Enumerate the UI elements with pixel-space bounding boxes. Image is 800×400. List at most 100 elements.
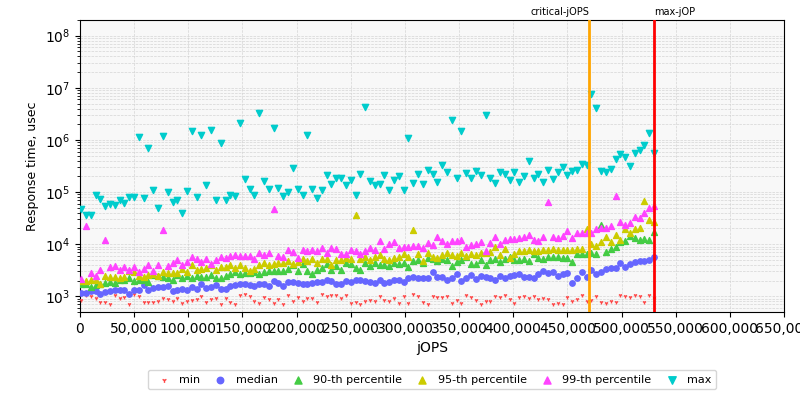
- max: [494, 169, 506, 175]
- 90-th percentile: [585, 250, 598, 256]
- 99-th percentile: [330, 246, 342, 252]
- 99-th percentile: [138, 266, 150, 272]
- 90-th percentile: [123, 275, 136, 282]
- 99-th percentile: [272, 252, 285, 259]
- 90-th percentile: [402, 264, 415, 270]
- 95-th percentile: [166, 270, 179, 276]
- 90-th percentile: [79, 281, 92, 288]
- 90-th percentile: [89, 282, 102, 289]
- min: [133, 292, 146, 299]
- 90-th percentile: [378, 262, 391, 268]
- 99-th percentile: [446, 238, 458, 245]
- 99-th percentile: [494, 240, 506, 247]
- 95-th percentile: [334, 257, 347, 263]
- median: [229, 282, 242, 288]
- median: [354, 277, 366, 284]
- max: [522, 158, 535, 165]
- max: [248, 192, 261, 198]
- 90-th percentile: [128, 278, 141, 284]
- 99-th percentile: [508, 236, 521, 242]
- median: [470, 275, 482, 282]
- median: [393, 276, 406, 283]
- median: [388, 276, 401, 283]
- min: [190, 296, 203, 302]
- 90-th percentile: [648, 229, 661, 236]
- 95-th percentile: [590, 242, 602, 249]
- 99-th percentile: [398, 244, 410, 251]
- min: [152, 298, 165, 304]
- 90-th percentile: [551, 254, 564, 261]
- median: [618, 264, 631, 270]
- min: [618, 292, 631, 299]
- 95-th percentile: [609, 232, 622, 238]
- max: [383, 187, 396, 193]
- min: [253, 300, 266, 306]
- max: [623, 163, 636, 169]
- min: [474, 300, 487, 307]
- max: [128, 193, 141, 200]
- 95-th percentile: [489, 243, 502, 250]
- 95-th percentile: [315, 256, 328, 262]
- 90-th percentile: [609, 243, 622, 250]
- median: [253, 281, 266, 288]
- max: [118, 200, 131, 206]
- median: [542, 270, 554, 276]
- 99-th percentile: [291, 255, 304, 261]
- 90-th percentile: [489, 256, 502, 262]
- 99-th percentile: [532, 238, 545, 244]
- max: [291, 186, 304, 192]
- min: [556, 301, 569, 307]
- max: [431, 179, 444, 185]
- 95-th percentile: [618, 226, 631, 233]
- min: [248, 298, 261, 304]
- min: [205, 295, 218, 302]
- min: [219, 294, 232, 301]
- 99-th percentile: [142, 262, 155, 268]
- max: [229, 193, 242, 200]
- 95-th percentile: [74, 278, 87, 284]
- max: [594, 168, 607, 174]
- median: [383, 278, 396, 285]
- max: [123, 194, 136, 200]
- max: [599, 169, 612, 175]
- max: [243, 186, 256, 192]
- 99-th percentile: [623, 220, 636, 226]
- 90-th percentile: [142, 278, 155, 285]
- max: [258, 178, 270, 184]
- max: [214, 140, 227, 146]
- min: [358, 297, 371, 304]
- 99-th percentile: [286, 249, 299, 255]
- min: [84, 293, 97, 300]
- 99-th percentile: [118, 264, 131, 270]
- Y-axis label: Response time, usec: Response time, usec: [26, 101, 39, 231]
- max: [334, 175, 347, 181]
- 99-th percentile: [412, 243, 425, 249]
- max: [436, 162, 449, 168]
- min: [494, 294, 506, 300]
- 90-th percentile: [195, 274, 208, 280]
- median: [537, 268, 550, 274]
- 90-th percentile: [358, 260, 371, 266]
- 95-th percentile: [214, 264, 227, 270]
- min: [402, 300, 415, 307]
- 90-th percentile: [272, 268, 285, 274]
- 90-th percentile: [296, 261, 309, 268]
- 95-th percentile: [623, 230, 636, 236]
- min: [609, 299, 622, 306]
- 90-th percentile: [527, 250, 540, 257]
- min: [210, 294, 222, 301]
- 99-th percentile: [465, 242, 478, 249]
- 90-th percentile: [282, 266, 294, 272]
- X-axis label: jOPS: jOPS: [416, 341, 448, 355]
- 95-th percentile: [128, 268, 141, 275]
- min: [628, 292, 641, 298]
- 99-th percentile: [123, 266, 136, 273]
- 95-th percentile: [103, 274, 116, 280]
- max: [556, 164, 569, 170]
- min: [195, 293, 208, 299]
- max: [542, 166, 554, 173]
- 95-th percentile: [296, 256, 309, 262]
- min: [470, 297, 482, 304]
- median: [474, 273, 487, 279]
- median: [436, 274, 449, 280]
